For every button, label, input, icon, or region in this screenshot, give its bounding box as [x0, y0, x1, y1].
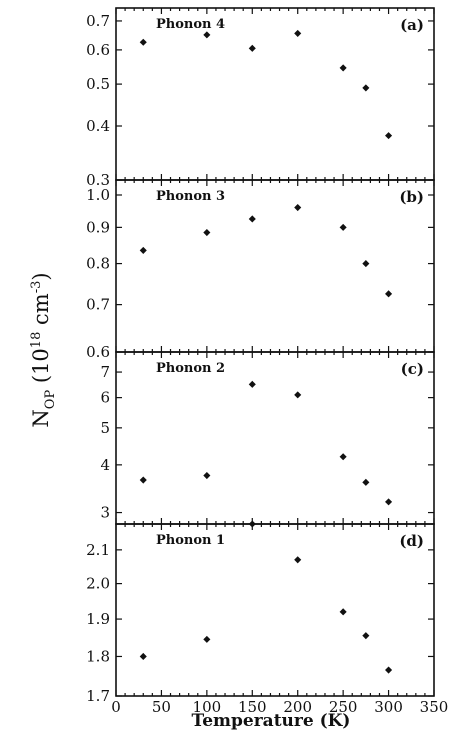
panel-c-title: Phonon 2: [156, 361, 225, 376]
panel-a-point: [339, 64, 347, 72]
panels-group: 0.3 0.4 0.5 0.6 0.7 Phonon 4 (a) 0.6 0.7 0.8 0.9 1.…: [86, 7, 448, 716]
panel-b-tag: (b): [399, 188, 424, 206]
y-axis-title: NOP (1018 cm-3): [29, 272, 58, 427]
x-tick-label: 250: [329, 698, 358, 716]
panel-c-point: [362, 478, 370, 486]
panel-c-point: [385, 498, 393, 506]
panel-d-point: [362, 632, 370, 640]
panel-b-y-tick-label: 1.0: [86, 186, 110, 204]
y-axis-title-close: ): [29, 272, 53, 280]
panel-c-y-tick-label: 4: [100, 456, 110, 474]
panel-b-y-tick-label: 0.8: [86, 255, 110, 273]
panel-d-y-tick-label: 1.9: [86, 610, 110, 628]
panel-b-title: Phonon 3: [156, 189, 225, 204]
panel-a-y-tick-label: 0.3: [86, 171, 110, 189]
panel-b-point: [203, 229, 211, 237]
panel-a-frame: [115, 7, 435, 181]
panel-a-title: Phonon 4: [156, 17, 225, 32]
panel-d-frame: [115, 523, 435, 697]
panel-a-point: [139, 38, 147, 46]
panel-d-tag: (d): [399, 532, 424, 550]
panel-b-point: [248, 215, 256, 223]
panel-c-y-tick-label: 6: [100, 389, 110, 407]
x-tick-label: 300: [374, 698, 403, 716]
panel-b-point: [339, 223, 347, 231]
panel-b-point: [385, 290, 393, 298]
x-tick-label: 0: [111, 698, 121, 716]
panel-a-point: [248, 44, 256, 52]
x-axis-title: Temperature (K): [192, 711, 351, 731]
panel-c-y-tick-label: 3: [100, 504, 110, 522]
panel-a-y-tick-label: 0.5: [86, 75, 110, 93]
x-tick-label: 100: [193, 698, 222, 716]
panel-d-point: [339, 608, 347, 616]
x-tick-label: 50: [152, 698, 171, 716]
panel-a-tag: (a): [400, 16, 424, 34]
y-axis-title-base: N: [29, 409, 53, 427]
panel-d-point: [385, 666, 393, 674]
panel-c-point: [203, 472, 211, 480]
panel-b-point: [139, 246, 147, 254]
panel-d-point: [294, 556, 302, 564]
panel-d-y-tick-label: 2.0: [86, 575, 110, 593]
panel-c: 3 4 5 6 7 Phonon 2 (c): [100, 351, 435, 525]
panel-b-y-tick-label: 0.6: [86, 343, 110, 361]
panel-c-point: [339, 453, 347, 461]
panel-c-point: [248, 380, 256, 388]
panel-a-point: [294, 29, 302, 37]
panel-a-y-tick-label: 0.4: [86, 117, 110, 135]
panel-d-point: [248, 520, 256, 528]
panel-b-point: [294, 204, 302, 212]
panel-a-y-tick-label: 0.6: [86, 41, 110, 59]
panel-d-y-tick-label: 2.1: [86, 541, 110, 559]
y-axis-title-open: (10: [29, 348, 53, 390]
panel-b-y-tick-label: 0.7: [86, 296, 110, 314]
panel-b: 0.6 0.7 0.8 0.9 1.0 Phonon 3 (b): [86, 179, 435, 361]
panel-d-title: Phonon 1: [156, 533, 225, 548]
panel-c-y-tick-label: 5: [100, 419, 110, 437]
panel-a-point: [203, 31, 211, 39]
panel-b-y-tick-label: 0.9: [86, 218, 110, 236]
panel-b-frame: [115, 179, 435, 353]
y-axis-title-unit: cm: [29, 293, 53, 331]
x-tick-labels: 0 50 100 150 200 250 300 350: [111, 698, 448, 716]
y-axis-title-sup1: 18: [29, 332, 44, 349]
x-tick-label: 350: [420, 698, 449, 716]
y-axis-title-sub: OP: [43, 390, 58, 410]
panel-a-y-tick-label: 0.7: [86, 12, 110, 30]
panel-c-tag: (c): [401, 360, 424, 378]
panel-d-point: [203, 635, 211, 643]
panel-a-point: [385, 132, 393, 140]
x-tick-label: 150: [238, 698, 267, 716]
panel-c-point: [294, 391, 302, 399]
panel-a: 0.3 0.4 0.5 0.6 0.7 Phonon 4 (a): [86, 7, 435, 189]
panel-a-point: [362, 84, 370, 92]
panel-d: 1.7 1.8 1.9 2.0 2.1 Phonon 1 (d): [86, 520, 435, 705]
panel-d-y-tick-label: 1.7: [86, 687, 110, 705]
panel-d-point: [139, 652, 147, 661]
y-axis-title-sup2: -3: [29, 281, 44, 294]
panel-c-frame: [115, 351, 435, 525]
panel-b-point: [362, 260, 370, 268]
x-tick-label: 200: [283, 698, 312, 716]
panel-c-y-tick-label: 7: [100, 363, 110, 381]
panel-d-y-tick-label: 1.8: [86, 647, 110, 665]
panel-c-point: [139, 476, 147, 484]
